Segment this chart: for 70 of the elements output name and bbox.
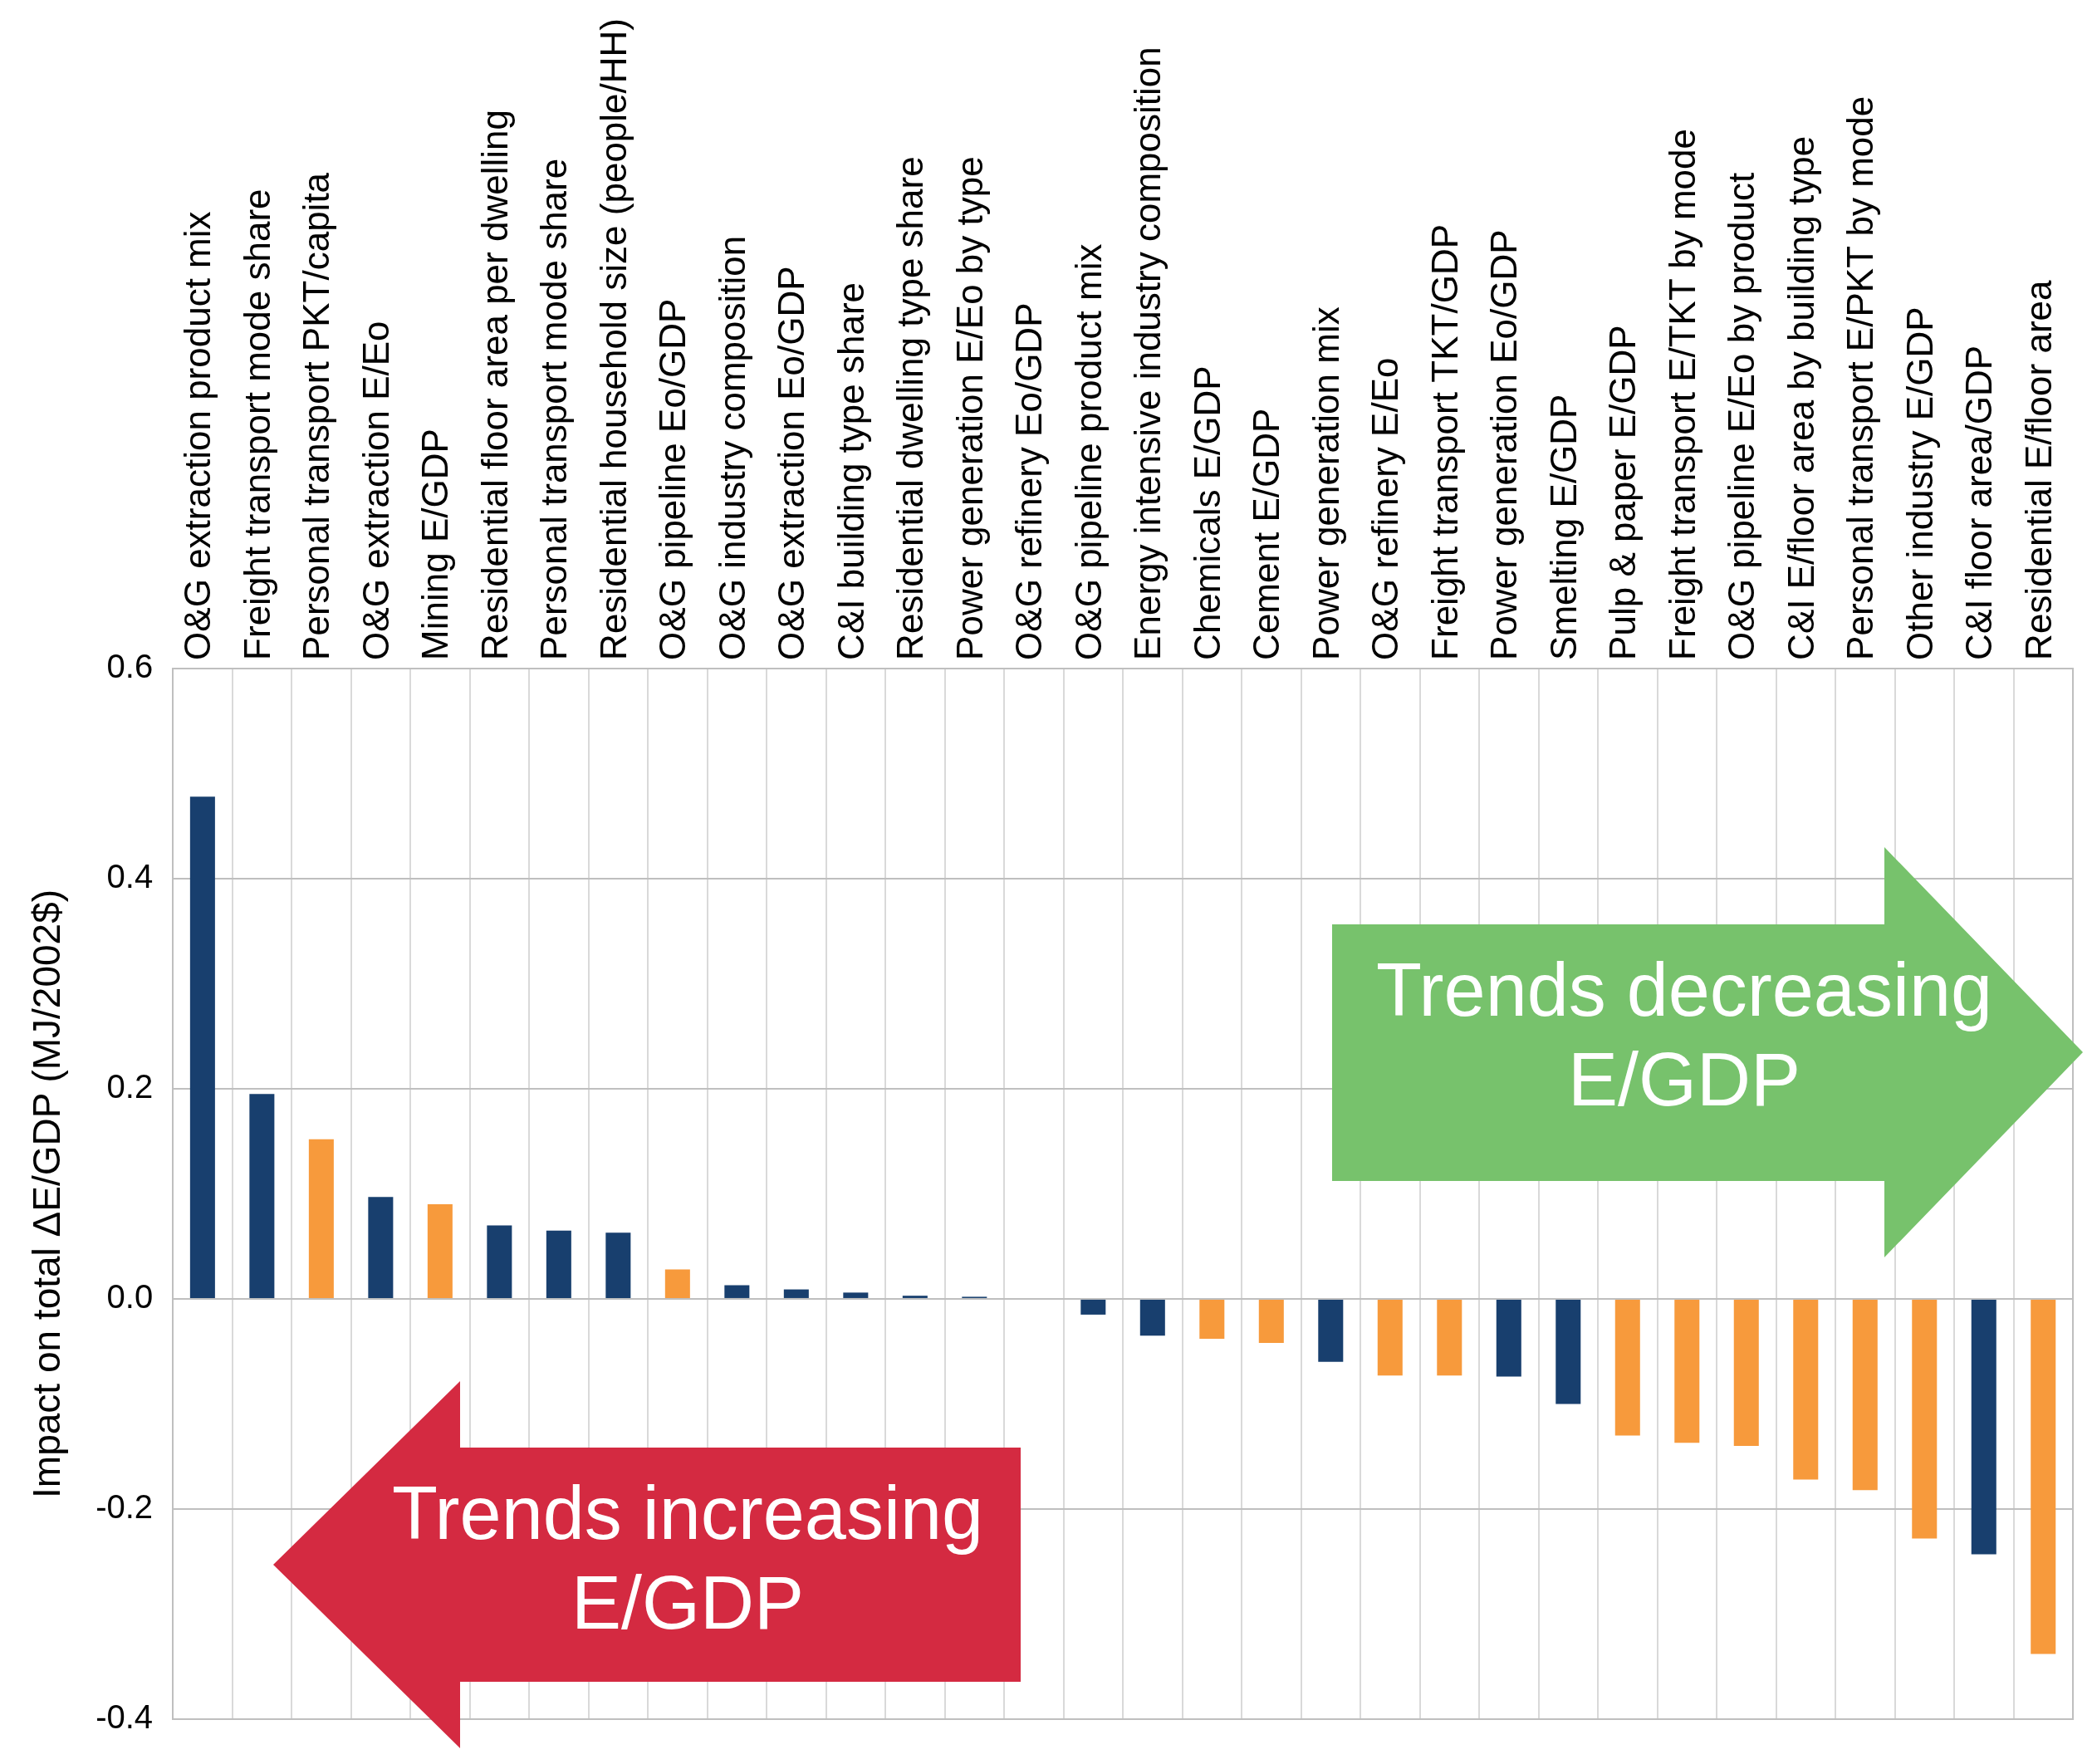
bar (1437, 1299, 1462, 1376)
x-tick-label: Energy intensive industry composition (1127, 47, 1168, 660)
x-tick-label: Pulp & paper E/GDP (1602, 325, 1644, 660)
x-tick-label: O&G extraction product mix (177, 211, 218, 660)
bar (1912, 1299, 1938, 1539)
bar (664, 1269, 690, 1298)
x-tick-label: C&I E/floor area by building type (1780, 135, 1821, 660)
bar (427, 1204, 453, 1298)
bar (1080, 1299, 1106, 1315)
bar (1852, 1299, 1878, 1491)
bar (783, 1289, 809, 1298)
x-tick-label: Personal transport PKT/capita (296, 172, 337, 660)
bar (1793, 1299, 1819, 1480)
x-tick-label: Power generation Eo/GDP (1483, 229, 1525, 660)
bar (1971, 1299, 1996, 1555)
x-tick-label: O&G extraction E/Eo (355, 321, 396, 660)
bar (546, 1230, 571, 1298)
bar (1199, 1299, 1225, 1340)
x-tick-label: O&G extraction Eo/GDP (771, 266, 812, 660)
y-tick-label: 0.2 (106, 1067, 154, 1105)
y-tick-label: 0.4 (106, 857, 154, 894)
y-tick-label: 0.0 (106, 1277, 154, 1315)
bar (487, 1225, 512, 1298)
x-tick-label: O&G refinery Eo/GDP (1008, 302, 1050, 660)
x-tick-label: Power generation mix (1305, 306, 1346, 660)
x-tick-label: Residential household size (people/HH) (592, 17, 634, 660)
bar (1377, 1299, 1403, 1376)
x-tick-label: O&G pipeline E/Eo by product (1721, 172, 1762, 660)
x-tick-label: O&G industry composition (711, 235, 752, 660)
bar (1674, 1299, 1700, 1443)
bar (902, 1296, 928, 1298)
x-tick-label: Mining E/GDP (414, 429, 456, 660)
x-tick-label: Chemicals E/GDP (1186, 365, 1227, 660)
bar (724, 1285, 750, 1298)
bar (308, 1139, 334, 1298)
bar (1139, 1299, 1165, 1336)
bar (368, 1197, 394, 1298)
bar (1556, 1299, 1581, 1404)
y-axis-title: Impact on total ΔE/GDP (MJ/2002$) (25, 889, 69, 1498)
x-tick-label: C&I building type share (830, 282, 871, 660)
bar (605, 1232, 631, 1298)
bar (843, 1292, 869, 1298)
annotation: Trends increasing E/GDP (391, 1471, 984, 1646)
x-tick-label: Personal transport E/PKT by mode (1840, 96, 1881, 660)
x-tick-label: O&G refinery E/Eo (1364, 357, 1406, 660)
x-tick-label: Personal transport mode share (533, 158, 575, 660)
x-tick-label: Smelting E/GDP (1542, 394, 1584, 660)
x-tick-label: Residential floor area per dwelling (473, 110, 515, 660)
bar (1258, 1299, 1284, 1344)
x-tick-label: Freight transport mode share (236, 189, 277, 660)
bar (249, 1094, 275, 1298)
bar (1496, 1299, 1521, 1377)
annotation: Trends decreasing E/GDP (1374, 948, 1994, 1123)
x-tick-label: O&G pipeline Eo/GDP (652, 298, 693, 660)
x-tick-label: Freight transport E/TKT by mode (1661, 128, 1703, 660)
bar (1733, 1299, 1759, 1447)
bar (2031, 1299, 2056, 1654)
bar (1318, 1299, 1344, 1362)
x-tick-label: Cement E/GDP (1246, 408, 1287, 660)
x-tick-label: Power generation E/Eo by type (948, 156, 990, 660)
x-tick-label: Residential E/floor area (2017, 279, 2059, 660)
x-tick-label: O&G pipeline product mix (1067, 243, 1109, 660)
y-tick-label: -0.4 (96, 1698, 154, 1736)
x-tick-label: Residential dwelling type share (889, 156, 931, 660)
x-tick-label: Freight transport TKT/GDP (1423, 223, 1465, 660)
x-tick-label: C&I floor area/GDP (1958, 345, 2000, 660)
y-tick-label: -0.2 (96, 1488, 154, 1526)
bar (1614, 1299, 1640, 1436)
y-tick-label: 0.6 (106, 647, 154, 684)
x-tick-label: Other industry E/GDP (1898, 306, 1940, 660)
